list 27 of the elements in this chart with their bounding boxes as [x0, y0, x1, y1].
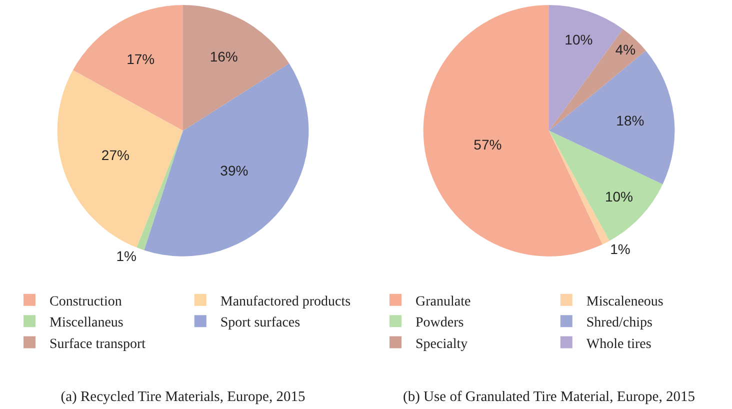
data-label: 39%: [220, 162, 248, 178]
legend-label: Shred/chips: [586, 316, 652, 331]
text: (b) Use of Granulated Tire Material, Europe, 2015: [403, 388, 695, 405]
legend-label: Miscellaneus: [50, 316, 124, 331]
pie-slice: [423, 5, 603, 256]
data-label: 10%: [604, 188, 634, 204]
data-label: 27%: [101, 147, 130, 164]
data-label: 17%: [126, 50, 155, 67]
data-label: 57%: [474, 136, 502, 152]
legend-label: Powders: [416, 316, 464, 331]
legend-label: Construction: [50, 294, 122, 310]
data-label: 10%: [564, 31, 593, 48]
data-label: 4%: [615, 41, 636, 58]
data-label: 1%: [116, 248, 136, 264]
pie-slice: [549, 29, 646, 131]
data-label: 1%: [610, 241, 630, 258]
legend-label: Manufactored products: [220, 294, 351, 310]
legend-label: Miscaleneous: [586, 294, 664, 310]
data-label: 16%: [210, 48, 238, 64]
legend-label: Surface transport: [50, 336, 146, 352]
legend-label: Whole tires: [586, 336, 652, 352]
legend-label: Specialty: [416, 336, 468, 352]
pie-slice: [549, 130, 663, 241]
data-label: 18%: [616, 112, 644, 128]
text: (a) Recycled Tire Materials, Europe, 2015: [60, 388, 306, 405]
legend-label: Sport surfaces: [220, 316, 300, 331]
legend-label: Granulate: [416, 294, 471, 310]
